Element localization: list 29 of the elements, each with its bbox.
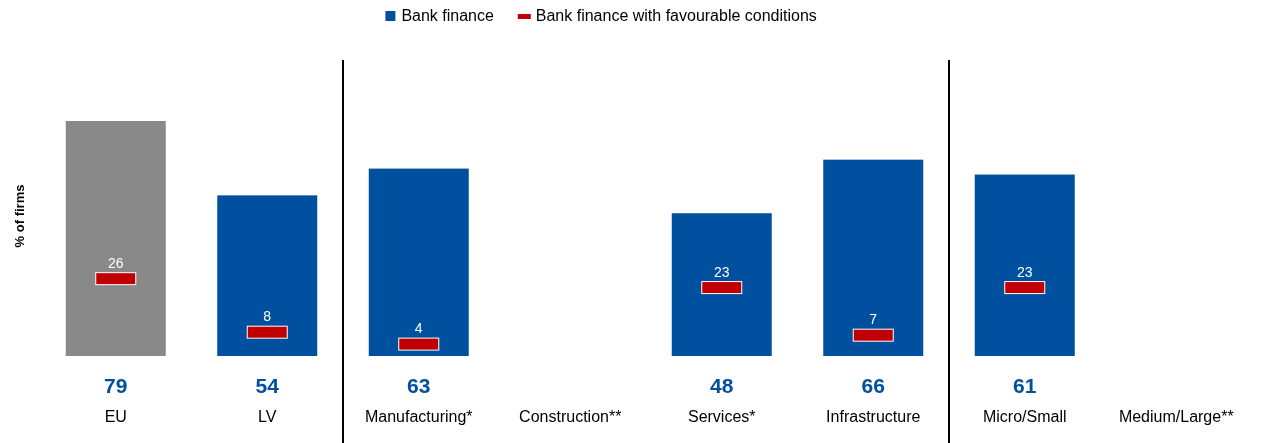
data-label: 7 [869, 311, 878, 328]
data-label: 4 [414, 320, 423, 337]
x-tick-label: Construction** [519, 408, 622, 425]
x-tick-label: Medium/Large** [1118, 408, 1234, 425]
legend-label: Bank finance [401, 7, 495, 24]
x-tick-label: LV [258, 408, 277, 425]
bar [671, 213, 772, 356]
data-label: 26 [107, 254, 124, 271]
data-label: 66 [861, 374, 885, 397]
bar [974, 174, 1075, 356]
data-label: 48 [710, 374, 734, 397]
data-label: 61 [1013, 374, 1037, 397]
legend-label: Bank finance with favourable conditions [535, 7, 817, 24]
data-label: 63 [407, 374, 431, 397]
y-axis-title: % of firms [12, 184, 27, 248]
bar [823, 159, 924, 356]
x-tick-label: EU [104, 408, 127, 425]
data-label: 54 [255, 374, 280, 397]
x-tick-label: Services* [687, 408, 756, 425]
bar [65, 121, 166, 356]
x-tick-label: Micro/Small [982, 408, 1067, 425]
data-label: 79 [104, 374, 128, 397]
bar [217, 195, 318, 356]
data-label: 23 [713, 263, 730, 280]
data-label: 23 [1016, 263, 1033, 280]
x-tick-label: Manufacturing* [364, 408, 473, 425]
data-label: 8 [263, 308, 272, 325]
x-tick-label: Infrastructure [826, 408, 921, 425]
bar [368, 168, 469, 356]
